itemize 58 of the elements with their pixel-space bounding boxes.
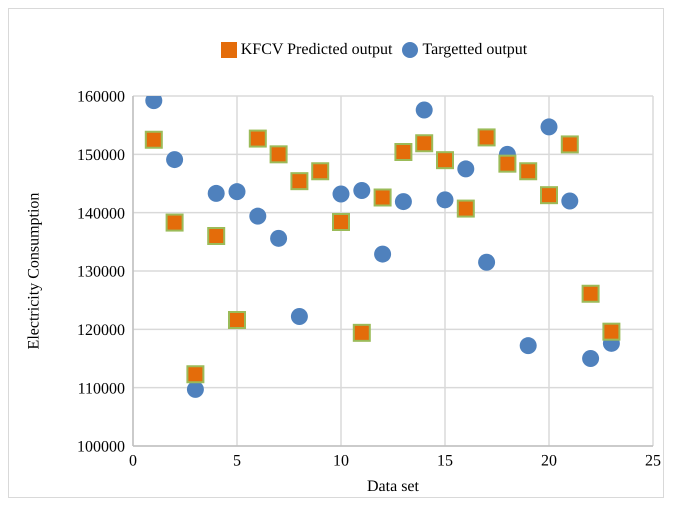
y-tick-label: 130000 xyxy=(77,264,125,281)
point xyxy=(144,130,163,149)
point xyxy=(208,184,225,202)
point xyxy=(436,151,454,170)
x-tick-label: 0 xyxy=(129,452,137,470)
point xyxy=(332,213,350,231)
point xyxy=(416,102,433,118)
point xyxy=(456,200,475,218)
point xyxy=(249,208,266,225)
point xyxy=(332,186,350,202)
point xyxy=(498,154,516,173)
point xyxy=(166,151,184,168)
point xyxy=(457,160,474,178)
y-tick-label: 110000 xyxy=(78,380,125,398)
point xyxy=(560,135,579,154)
point xyxy=(290,172,308,190)
x-axis-title: Data set xyxy=(367,478,420,495)
point xyxy=(270,230,288,247)
point xyxy=(478,128,496,146)
y-axis-title: Electricity Consumption xyxy=(26,192,43,350)
point xyxy=(561,192,578,210)
point xyxy=(207,227,226,245)
point xyxy=(582,350,600,367)
point xyxy=(394,193,412,210)
point xyxy=(352,324,371,342)
x-tick-label: 5 xyxy=(233,452,241,470)
point xyxy=(270,145,288,164)
y-tick-label: 160000 xyxy=(77,88,125,106)
point xyxy=(540,118,558,136)
point xyxy=(166,214,184,232)
point xyxy=(228,183,246,200)
point xyxy=(582,284,600,303)
point xyxy=(540,186,558,204)
point xyxy=(436,191,454,208)
point xyxy=(602,322,620,341)
point xyxy=(394,143,412,161)
x-tick-label: 10 xyxy=(333,452,349,470)
x-tick-label: 15 xyxy=(437,452,453,470)
point xyxy=(415,134,434,152)
point xyxy=(374,246,392,263)
x-tick-label: 25 xyxy=(645,452,661,470)
point xyxy=(519,162,538,180)
point xyxy=(520,337,537,354)
point xyxy=(228,311,246,329)
y-tick-label: 140000 xyxy=(77,205,125,222)
point xyxy=(248,130,267,148)
y-tick-label: 150000 xyxy=(77,147,125,164)
point xyxy=(290,308,308,325)
legend-label: KFCV Predicted output xyxy=(240,41,392,58)
y-tick-label: 100000 xyxy=(77,438,125,456)
legend-label: Targetted output xyxy=(422,41,528,58)
point xyxy=(353,182,370,199)
point xyxy=(374,188,392,206)
point xyxy=(186,365,204,384)
point xyxy=(478,254,496,271)
x-tick-label: 20 xyxy=(541,452,557,470)
y-tick-label: 120000 xyxy=(77,322,125,340)
point xyxy=(311,162,330,180)
